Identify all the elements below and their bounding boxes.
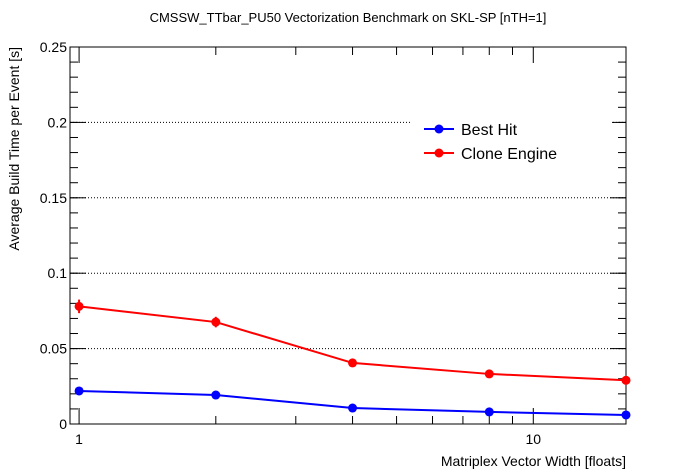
y-tick-label: 0.1 xyxy=(48,265,68,281)
legend-label: Best Hit xyxy=(461,122,518,139)
plot-frame xyxy=(69,46,627,425)
series-group xyxy=(74,299,631,420)
data-point xyxy=(348,358,358,368)
data-point xyxy=(211,317,221,327)
x-tick-label: 10 xyxy=(525,431,541,447)
x-tick-label: 1 xyxy=(75,431,83,447)
legend-marker xyxy=(434,124,444,134)
series-line xyxy=(78,305,627,382)
data-point xyxy=(484,407,494,417)
y-tick-label: 0 xyxy=(59,416,67,432)
data-point xyxy=(348,403,358,413)
x-axis-label: Matriplex Vector Width [floats] xyxy=(441,453,626,469)
legend-label: Clone Engine xyxy=(461,146,557,163)
legend: Best Hit Clone Engine xyxy=(412,114,612,166)
data-point xyxy=(211,390,221,400)
data-point xyxy=(621,375,631,385)
data-point xyxy=(74,301,84,311)
y-tick-label: 0.15 xyxy=(40,190,67,206)
y-axis-label: Average Build Time per Event [s] xyxy=(6,47,22,251)
data-point xyxy=(484,369,494,379)
data-point xyxy=(621,410,631,420)
chart-title: CMSSW_TTbar_PU50 Vectorization Benchmark… xyxy=(150,10,547,25)
legend-box xyxy=(412,114,612,166)
y-tick-label: 0.2 xyxy=(48,114,68,130)
legend-marker xyxy=(434,148,444,158)
data-point xyxy=(74,386,84,396)
y-tick-label: 0.25 xyxy=(40,39,67,55)
axis-ticks: 0 0.05 0.1 0.15 0.2 0.25 1 10 xyxy=(40,39,626,447)
y-tick-label: 0.05 xyxy=(40,341,67,357)
